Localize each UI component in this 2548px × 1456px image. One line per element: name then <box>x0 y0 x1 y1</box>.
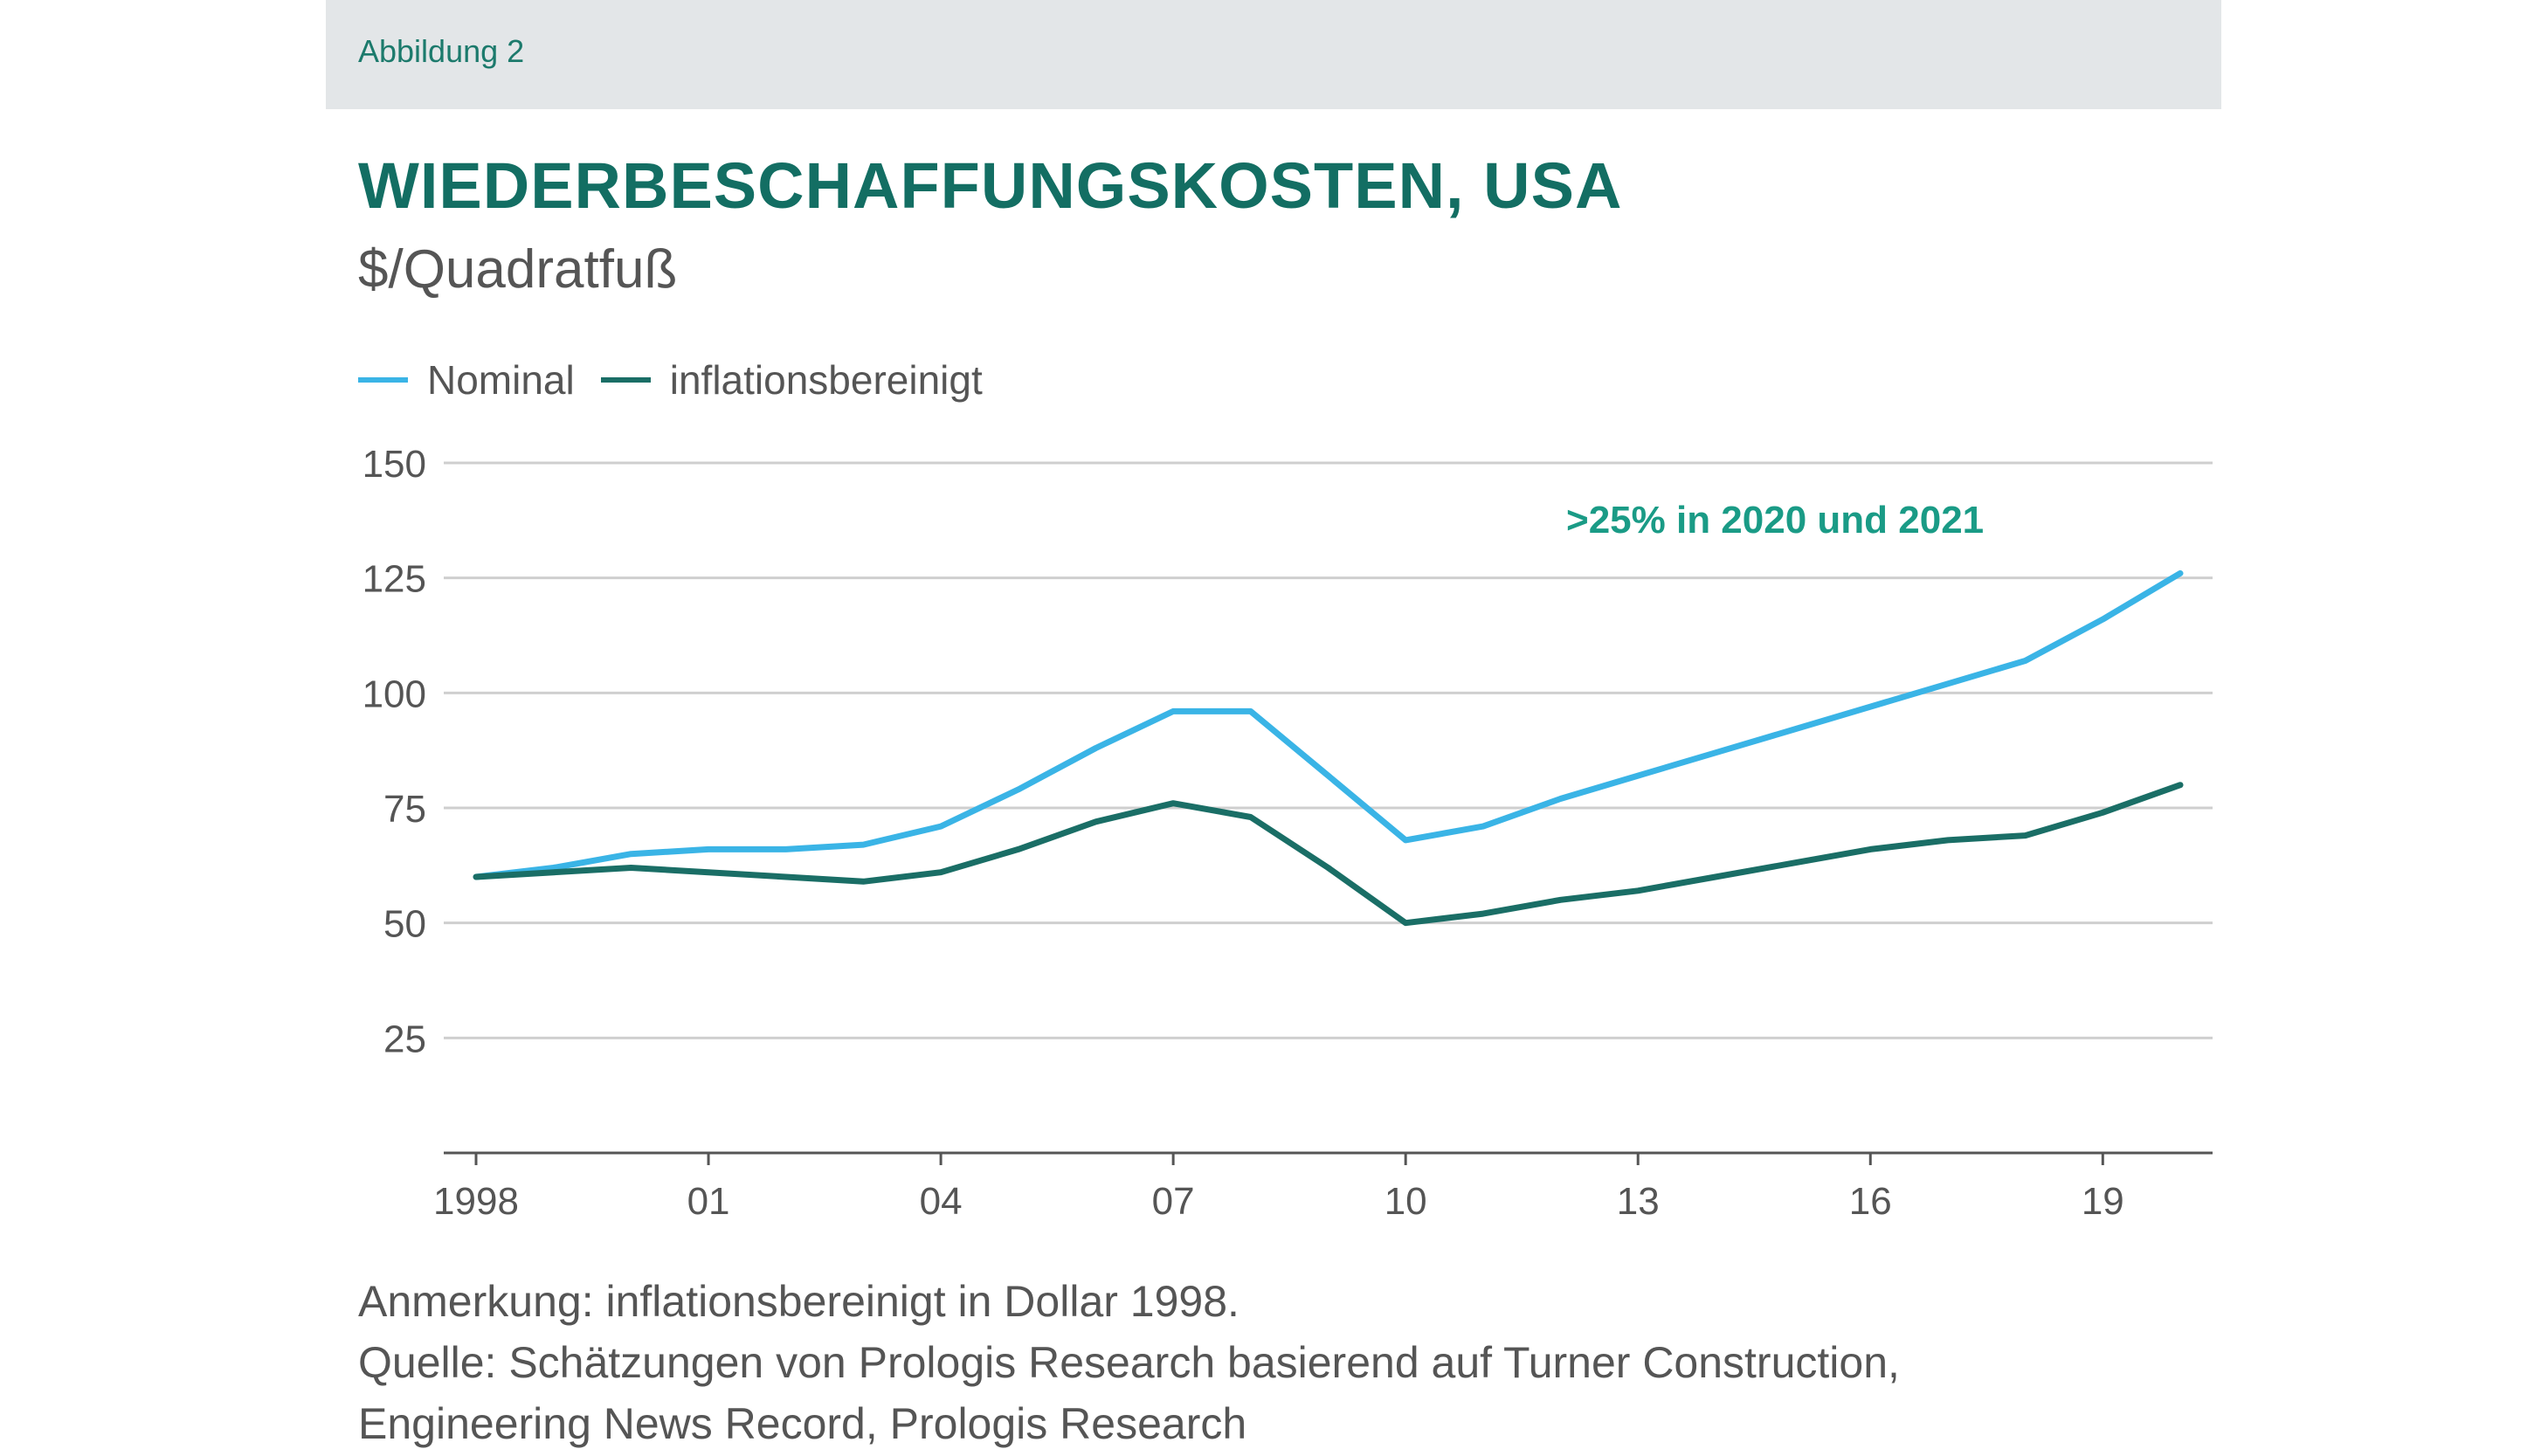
figure-label: Abbildung 2 <box>358 33 525 69</box>
x-tick-label-01: 01 <box>687 1180 730 1223</box>
y-tick-label-25: 25 <box>383 1018 426 1060</box>
y-tick-label-75: 75 <box>383 788 426 831</box>
legend-swatch-inflation-adjusted <box>600 377 651 383</box>
x-tick-label-07: 07 <box>1152 1180 1195 1223</box>
y-tick-label-50: 50 <box>383 903 426 946</box>
legend-swatch-nominal <box>358 377 408 383</box>
legend: Nominal inflationsbereinigt <box>358 354 1009 406</box>
x-tick-label-19: 19 <box>2082 1180 2124 1223</box>
legend-item-inflation-adjusted: inflationsbereinigt <box>600 356 983 404</box>
x-tick-label-1998: 1998 <box>433 1180 519 1223</box>
chart-annotation: >25% in 2020 und 2021 <box>1566 499 1984 542</box>
chart-subtitle: $/Quadratfuß <box>358 239 678 300</box>
x-tick-label-16: 16 <box>1849 1180 1892 1223</box>
note-source-line-1: Quelle: Schätzungen von Prologis Researc… <box>358 1338 1900 1387</box>
header-band <box>326 0 2221 109</box>
x-tick-label-04: 04 <box>920 1180 963 1223</box>
series-line-nominal <box>473 569 2184 880</box>
y-tick-label-125: 125 <box>363 558 426 601</box>
x-tick-label-10: 10 <box>1384 1180 1427 1223</box>
note-source-line-2: Engineering News Record, Prologis Resear… <box>358 1399 1247 1448</box>
y-tick-label-150: 150 <box>363 443 426 486</box>
legend-label-inflation-adjusted: inflationsbereinigt <box>669 357 983 403</box>
legend-item-nominal: Nominal <box>358 356 575 404</box>
series-line-inflation-adjusted <box>473 782 2184 927</box>
y-tick-label-100: 100 <box>363 673 426 715</box>
note-annotation: Anmerkung: inflationsbereinigt in Dollar… <box>358 1277 1239 1326</box>
chart-title: WIEDERBESCHAFFUNGSKOSTEN, USA <box>358 149 1623 222</box>
legend-label-nominal: Nominal <box>427 357 575 403</box>
x-tick-label-13: 13 <box>1617 1180 1660 1223</box>
